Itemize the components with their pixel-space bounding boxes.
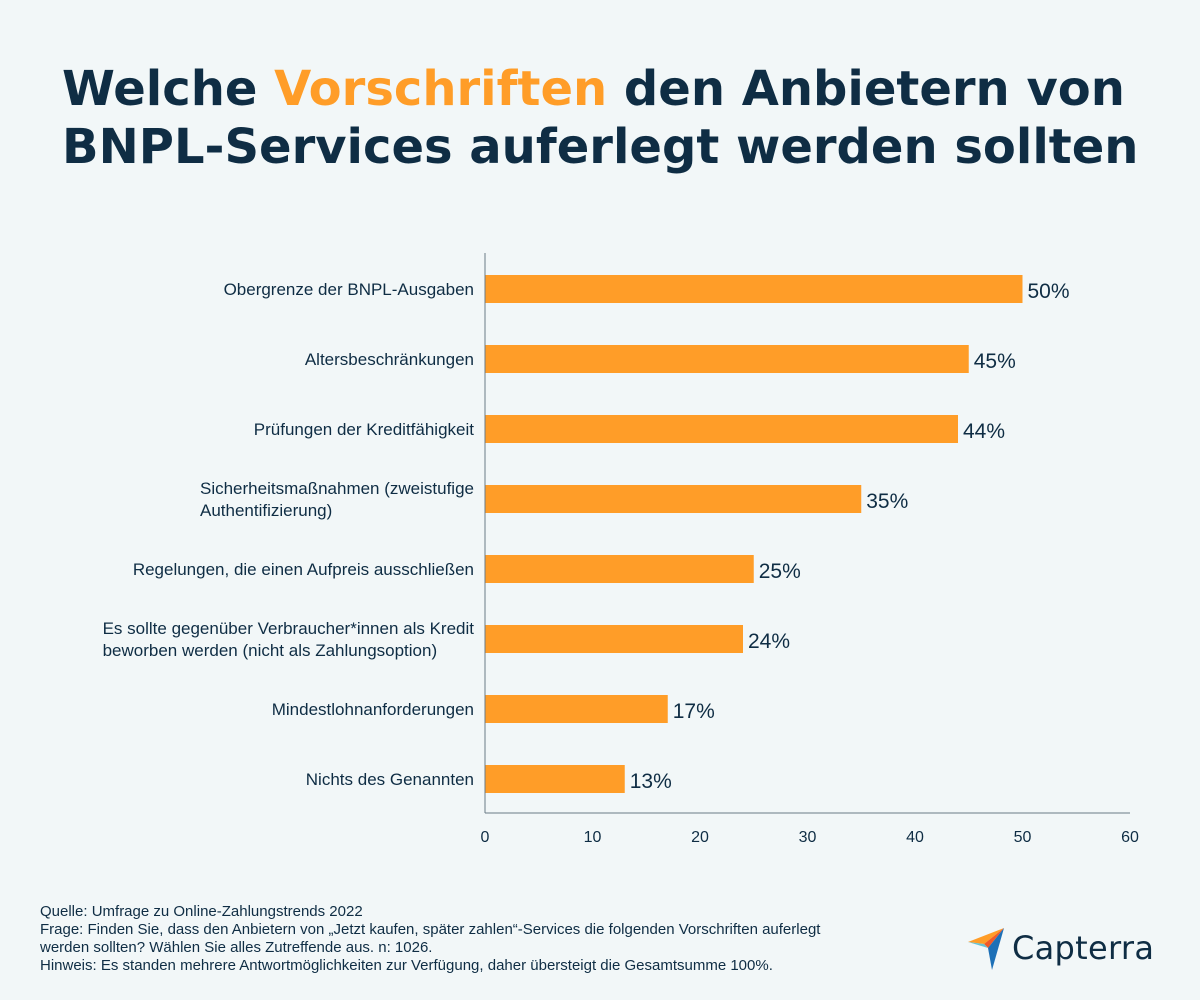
bar-4 — [485, 485, 862, 513]
category-label-5: Regelungen, die einen Aufpreis ausschlie… — [133, 560, 474, 579]
value-label-4: 35% — [866, 490, 908, 513]
title-part2: den Anbietern von BNPL-Services auferleg… — [62, 61, 1139, 175]
x-tick-label-20: 20 — [691, 829, 709, 846]
bar-7 — [485, 695, 668, 723]
value-label-3: 44% — [963, 420, 1005, 443]
title-part1: Welche — [62, 61, 275, 117]
bar-2 — [485, 345, 969, 373]
category-label-2: Altersbeschränkungen — [305, 350, 474, 369]
bar-6 — [485, 625, 743, 653]
title-highlight: Vorschriften — [274, 61, 608, 117]
bar-chart: 50% Obergrenze der BNPL-Ausgaben 45% Alters… — [103, 253, 1139, 846]
category-label-3: Prüfungen der Kreditfähigkeit — [254, 420, 474, 439]
category-label-8: Nichts des Genannten — [306, 770, 474, 789]
capterra-logo-icon — [968, 928, 1004, 970]
footer-source: Quelle: Umfrage zu Online-Zahlungstrends… — [40, 903, 363, 920]
x-tick-label-50: 50 — [1014, 829, 1032, 846]
value-label-8: 13% — [630, 770, 672, 793]
value-label-2: 45% — [974, 350, 1016, 373]
chart-title: Welche Vorschriften den Anbietern von BN… — [62, 60, 1142, 176]
value-label-5: 25% — [759, 560, 801, 583]
x-tick-label-60: 60 — [1121, 829, 1139, 846]
category-label-4-line-1: Sicherheitsmaßnahmen (zweistufige — [200, 479, 474, 498]
capterra-logo: Capterra — [966, 926, 1154, 970]
x-tick-label-30: 30 — [799, 829, 817, 846]
category-label-4-line-2: Authentifizierung) — [200, 501, 332, 520]
category-label-1: Obergrenze der BNPL-Ausgaben — [224, 280, 474, 299]
value-label-7: 17% — [673, 700, 715, 723]
category-label-7: Mindestlohnanforderungen — [272, 700, 474, 719]
footer-notes: Quelle: Umfrage zu Online-Zahlungstrends… — [40, 903, 940, 975]
capterra-logo-text: Capterra — [1012, 929, 1155, 967]
bar-3 — [485, 415, 958, 443]
bar-8 — [485, 765, 625, 793]
value-label-1: 50% — [1028, 280, 1070, 303]
category-label-6-line-2: beworben werden (nicht als Zahlungsoptio… — [103, 641, 438, 660]
bar-1 — [485, 275, 1023, 303]
category-label-6-line-1: Es sollte gegenüber Verbraucher*innen al… — [103, 619, 475, 638]
x-tick-label-10: 10 — [584, 829, 602, 846]
bar-5 — [485, 555, 754, 583]
x-tick-label-40: 40 — [906, 829, 924, 846]
value-label-6: 24% — [748, 630, 790, 653]
x-tick-label-0: 0 — [481, 829, 490, 846]
footer-note: Hinweis: Es standen mehrere Antwortmögli… — [40, 957, 773, 974]
footer-question: Frage: Finden Sie, dass den Anbietern vo… — [40, 921, 821, 956]
